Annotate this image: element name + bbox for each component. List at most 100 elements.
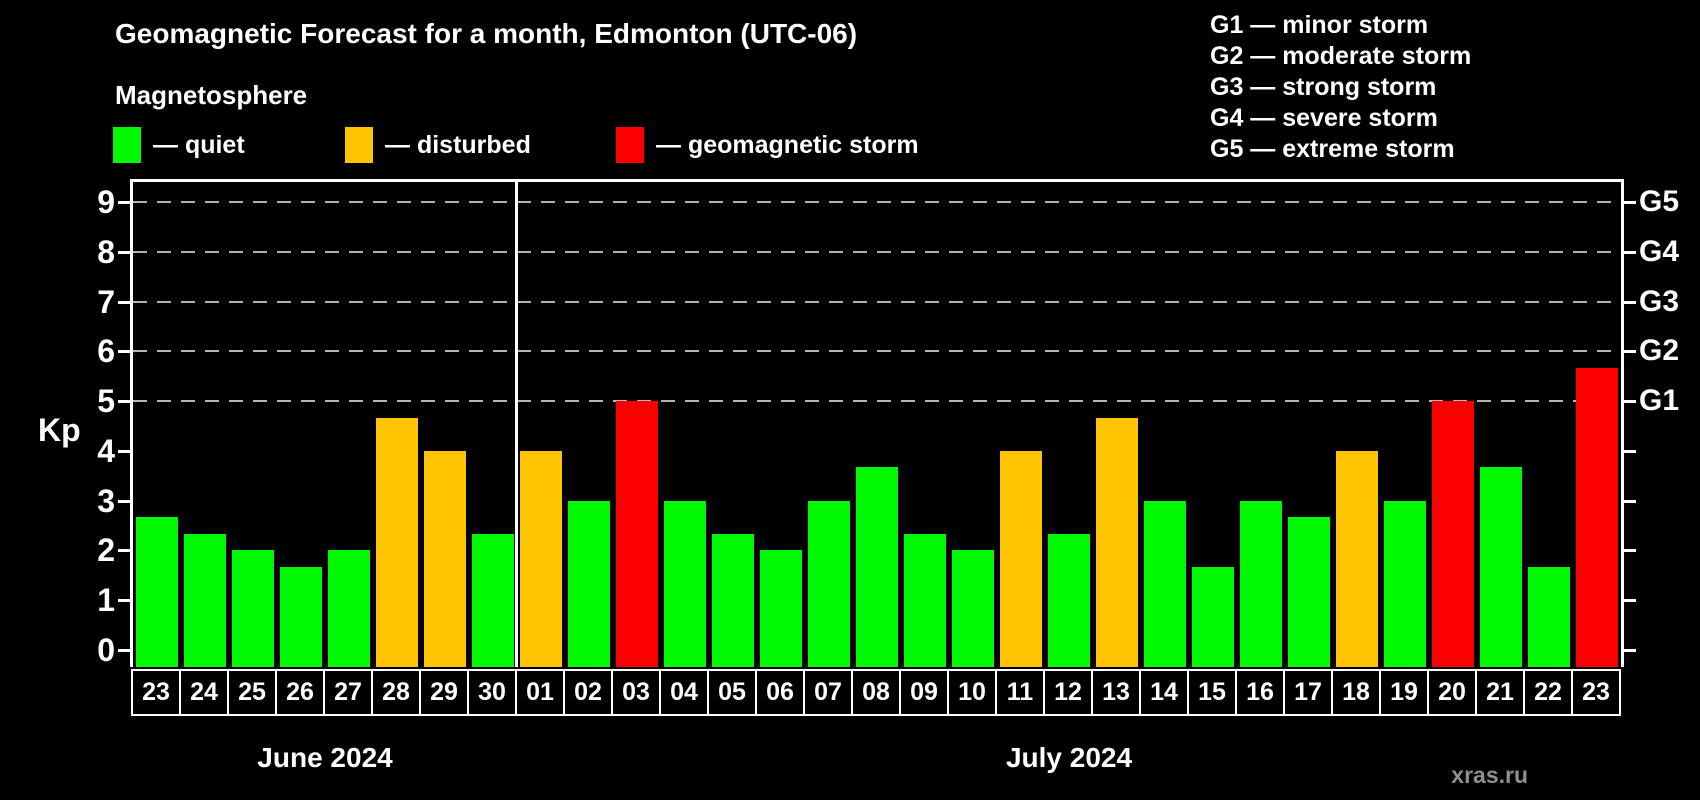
y-tick-left (118, 649, 130, 652)
date-cell: 12 (1043, 669, 1093, 716)
kp-bar (1192, 566, 1234, 667)
month-label: June 2024 (257, 742, 393, 773)
date-cell: 01 (515, 669, 565, 716)
g-legend-line: G1 — minor storm (1210, 11, 1429, 39)
date-cell: 19 (1379, 669, 1429, 716)
watermark-link[interactable]: xras.ru (1451, 762, 1528, 788)
date-cell: 02 (563, 669, 613, 716)
date-cell: 10 (947, 669, 997, 716)
g-scale-legend: G1 — minor storm G2 — moderate storm G3 … (1210, 10, 1471, 165)
chart-subtitle: Magnetosphere (115, 80, 308, 110)
g-legend-line: G4 — severe storm (1210, 104, 1438, 132)
y-tick-right (1624, 549, 1636, 553)
gridline-kp9 (133, 200, 1621, 203)
kp-bar (1480, 467, 1522, 667)
date-cell: 26 (275, 669, 325, 716)
kp-bar (1432, 401, 1474, 667)
g-axis-label: G2 (1639, 334, 1680, 368)
kp-bar (520, 450, 562, 667)
date-cell: 29 (419, 669, 469, 716)
y-tick-right (1624, 599, 1636, 603)
disturbed-color-swatch (345, 127, 373, 163)
y-tick-left (118, 350, 130, 354)
y-tick-label: 0 (97, 632, 115, 668)
kp-bar (424, 450, 466, 667)
gridline-kp8 (133, 250, 1621, 253)
legend-item-disturbed: — disturbed (345, 127, 531, 163)
page-title: Geomagnetic Forecast for a month, Edmont… (115, 18, 858, 49)
legend-label: — disturbed (385, 130, 531, 159)
kp-bar (1384, 500, 1426, 667)
kp-bar (760, 550, 802, 667)
legend-label: — geomagnetic storm (656, 130, 919, 159)
date-cell: 18 (1331, 669, 1381, 716)
kp-bar (184, 534, 226, 667)
y-tick-right (1624, 350, 1636, 354)
y-tick-label: 9 (97, 183, 115, 220)
gridline-kp5 (133, 400, 1621, 403)
y-tick-right (1624, 200, 1636, 204)
y-tick-label: 7 (97, 283, 115, 320)
date-cell: 20 (1427, 669, 1477, 716)
kp-bar (472, 534, 514, 667)
g-legend-line: G3 — strong storm (1210, 73, 1437, 101)
kp-bar (568, 500, 610, 667)
kp-bar (616, 401, 658, 667)
date-cell: 23 (1571, 669, 1621, 716)
y-tick-label: 6 (97, 333, 115, 370)
kp-bar (136, 517, 178, 667)
date-cell: 04 (659, 669, 709, 716)
date-cell: 17 (1283, 669, 1333, 716)
gridline-kp7 (133, 300, 1621, 303)
y-tick-right (1624, 499, 1636, 503)
date-cell: 07 (803, 669, 853, 716)
y-tick-right (1624, 300, 1636, 304)
date-cell: 08 (851, 669, 901, 716)
gridline-kp6 (133, 350, 1621, 353)
date-cell: 22 (1523, 669, 1573, 716)
y-axis-label: Kp (38, 412, 81, 448)
date-cell: 14 (1139, 669, 1189, 716)
kp-bar (1528, 566, 1570, 667)
y-tick-left (118, 599, 130, 603)
date-cell: 05 (707, 669, 757, 716)
y-tick-left (118, 200, 130, 204)
date-cell: 24 (179, 669, 229, 716)
date-axis-row: 23 24 25 26 27 28 29 30 01 02 03 04 05 06 07 08 09 10 11 12… (131, 669, 1623, 716)
storm-color-swatch (616, 127, 644, 163)
kp-bar (664, 500, 706, 667)
g-axis-label: G1 (1639, 384, 1680, 418)
y-tick-label: 5 (97, 383, 115, 420)
kp-bar (712, 534, 754, 667)
date-cell: 25 (227, 669, 277, 716)
y-tick-right (1624, 449, 1636, 453)
y-tick-label: 1 (97, 582, 115, 619)
date-cell: 27 (323, 669, 373, 716)
kp-bar (1576, 367, 1618, 667)
g-legend-line: G5 — extreme storm (1210, 135, 1455, 163)
g-axis-label: G3 (1639, 284, 1680, 318)
kp-bar (376, 417, 418, 667)
y-tick-label: 8 (97, 233, 115, 270)
month-label: July 2024 (1005, 742, 1133, 773)
date-cell: 09 (899, 669, 949, 716)
date-cell: 11 (995, 669, 1045, 716)
date-cell: 16 (1235, 669, 1285, 716)
y-tick-left (118, 549, 130, 553)
g-axis-label: G5 (1639, 184, 1680, 218)
date-cell: 21 (1475, 669, 1525, 716)
kp-bar (1288, 517, 1330, 667)
kp-bar (808, 500, 850, 667)
y-tick-left (118, 300, 130, 304)
date-cell: 03 (611, 669, 661, 716)
plot-area (130, 179, 1624, 667)
y-tick-left (118, 449, 130, 453)
kp-bar (1240, 500, 1282, 667)
month-divider-line (515, 182, 518, 667)
kp-bar (952, 550, 994, 667)
legend-item-storm: — geomagnetic storm (616, 127, 919, 163)
kp-bar (280, 566, 322, 667)
kp-bar (232, 550, 274, 667)
y-tick-label: 2 (97, 532, 115, 569)
